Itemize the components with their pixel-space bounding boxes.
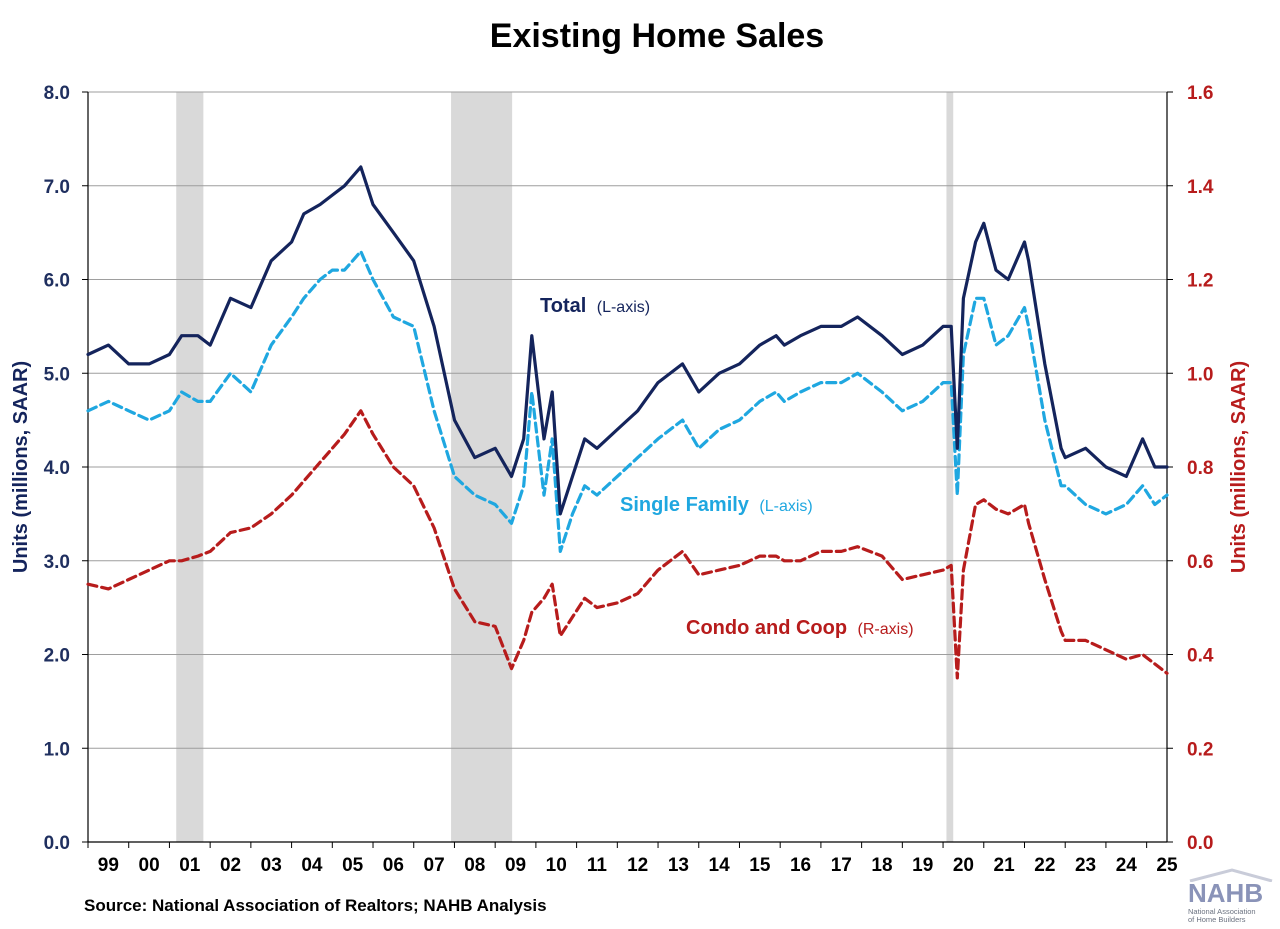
nahb-logo: NAHB National Association of Home Builde…: [1186, 868, 1276, 926]
series-line-total: [86, 165, 1169, 516]
x-tick-label: 09: [505, 855, 526, 876]
x-tick-label: 16: [790, 855, 811, 876]
left-axis-ticks: 0.0 1.0 2.0 3.0 4.0 5.0 6.0 7.0 8.0: [44, 83, 88, 854]
x-tick-label: 06: [383, 855, 404, 876]
left-tick-label: 2.0: [44, 646, 70, 667]
logo-subtitle-line1: National Association: [1188, 907, 1256, 916]
x-tick-label: 19: [912, 855, 933, 876]
series-line-single-family: [86, 249, 1169, 554]
left-tick-label: 3.0: [44, 552, 70, 573]
right-tick-label: 0.6: [1187, 552, 1213, 573]
x-tick-label: 99: [98, 855, 119, 876]
left-axis-label: Units (millions, SAAR): [10, 361, 32, 573]
x-tick-label: 18: [871, 855, 892, 876]
series-lines: [86, 165, 1169, 680]
x-tick-label: 04: [301, 855, 323, 876]
right-tick-label: 0.4: [1187, 646, 1214, 667]
right-tick-label: 0.0: [1187, 833, 1213, 854]
x-tick-label: 24: [1116, 855, 1138, 876]
series-label-condo-name: Condo and Coop: [686, 617, 847, 639]
logo-wordmark: NAHB: [1188, 878, 1264, 908]
left-tick-label: 7.0: [44, 177, 70, 198]
series-label-condo: Condo and Coop (R-axis): [686, 617, 914, 639]
x-tick-label: 11: [587, 855, 608, 876]
x-tick-label: 03: [261, 855, 282, 876]
series-label-single-family: Single Family (L-axis): [620, 494, 813, 516]
right-axis-label: Units (millions, SAAR): [1228, 361, 1250, 573]
x-tick-label: 01: [179, 855, 201, 876]
right-tick-label: 0.8: [1187, 458, 1213, 479]
x-tick-label: 25: [1156, 855, 1178, 876]
left-tick-label: 4.0: [44, 458, 70, 479]
left-tick-label: 1.0: [44, 739, 70, 760]
right-tick-label: 1.4: [1187, 177, 1214, 198]
right-tick-label: 1.2: [1187, 271, 1213, 292]
x-tick-label: 22: [1034, 855, 1055, 876]
x-tick-label: 13: [668, 855, 689, 876]
x-tick-label: 20: [953, 855, 974, 876]
series-label-total-name: Total: [540, 295, 586, 317]
right-tick-label: 1.0: [1187, 364, 1213, 385]
chart-title: Existing Home Sales: [490, 17, 824, 55]
series-label-single-family-axis: (L-axis): [759, 498, 812, 515]
left-tick-label: 0.0: [44, 833, 70, 854]
x-tick-label: 08: [464, 855, 485, 876]
x-tick-label: 23: [1075, 855, 1096, 876]
left-tick-label: 8.0: [44, 83, 70, 104]
left-tick-label: 6.0: [44, 271, 70, 292]
x-tick-label: 12: [627, 855, 648, 876]
house-roof-icon: [1189, 868, 1273, 882]
source-note: Source: National Association of Realtors…: [84, 896, 547, 915]
x-axis-ticks: 99 00 01 02 03 04 05 06 07 08 09 10 11 12 13 14 15 16 17 18…: [87, 842, 1178, 876]
x-tick-label: 00: [139, 855, 160, 876]
x-tick-label: 07: [424, 855, 445, 876]
right-tick-label: 1.6: [1187, 83, 1213, 104]
x-tick-label: 14: [709, 855, 731, 876]
x-tick-label: 15: [749, 855, 771, 876]
series-label-single-family-name: Single Family: [620, 494, 750, 516]
logo-subtitle: National Association of Home Builders: [1188, 908, 1278, 924]
right-axis-ticks: 0.0 0.2 0.4 0.6 0.8 1.0 1.2 1.4 1.6: [1167, 83, 1214, 854]
series-line-condo-and-coop: [86, 409, 1169, 680]
series-label-condo-axis: (R-axis): [858, 621, 914, 638]
x-tick-label: 10: [546, 855, 567, 876]
x-tick-label: 21: [994, 855, 1016, 876]
x-tick-label: 05: [342, 855, 364, 876]
series-label-total-axis: (L-axis): [597, 299, 650, 316]
logo-subtitle-line2: of Home Builders: [1188, 915, 1246, 924]
series-label-total: Total (L-axis): [540, 295, 650, 317]
x-tick-label: 17: [831, 855, 852, 876]
left-tick-label: 5.0: [44, 364, 70, 385]
x-tick-label: 02: [220, 855, 241, 876]
right-tick-label: 0.2: [1187, 739, 1213, 760]
